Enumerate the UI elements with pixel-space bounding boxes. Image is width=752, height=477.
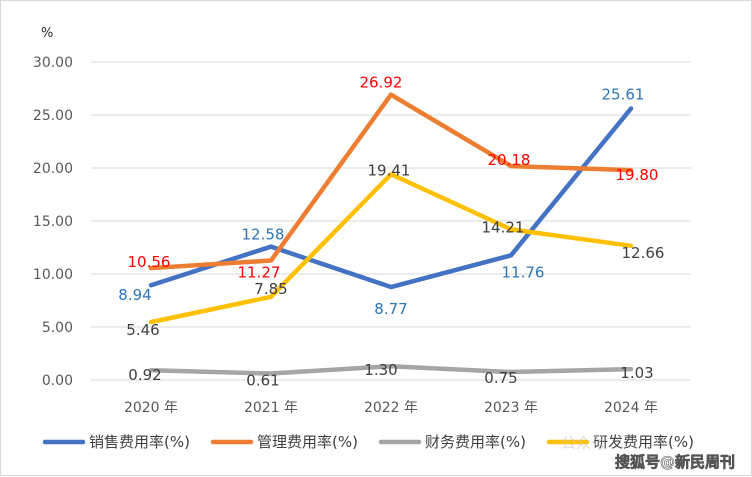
watermark: 公众号 搜狐号@新民周刊 — [561, 434, 735, 471]
data-label: 8.77 — [374, 300, 407, 318]
gridlines — [91, 61, 691, 381]
x-tick-label: 2024 年 — [604, 400, 658, 416]
x-axis-ticks: 2020 年 2021 年 2022 年 2023 年 2024 年 — [124, 400, 658, 416]
data-label: 26.92 — [360, 74, 403, 92]
legend-label: 管理费用率(%) — [257, 433, 358, 451]
data-label: 19.80 — [616, 166, 659, 184]
x-tick-label: 2023 年 — [484, 400, 538, 416]
data-label: 8.94 — [118, 286, 151, 304]
y-tick-label: 10.00 — [33, 267, 73, 283]
data-label: 0.61 — [246, 372, 279, 390]
data-label: 5.46 — [126, 321, 159, 339]
series-line-3 — [148, 172, 634, 325]
data-label: 20.18 — [488, 151, 531, 169]
legend: 销售费用率(%) 管理费用率(%) 财务费用率(%) 研发费用率(%) — [42, 433, 694, 451]
data-label: 11.27 — [238, 264, 281, 282]
y-tick-label: 30.00 — [33, 55, 73, 71]
data-label: 11.76 — [502, 263, 545, 281]
data-label: 14.21 — [482, 218, 525, 236]
data-label: 25.61 — [602, 86, 645, 104]
data-label: 1.03 — [620, 364, 653, 382]
series-lines — [148, 92, 634, 376]
y-tick-label: 15.00 — [33, 214, 73, 230]
data-label: 12.58 — [242, 226, 285, 244]
legend-label: 销售费用率(%) — [89, 433, 190, 451]
series-line-2 — [148, 363, 634, 376]
legend-label: 财务费用率(%) — [425, 433, 526, 451]
data-label: 10.56 — [128, 253, 171, 271]
data-label: 19.41 — [368, 161, 411, 179]
y-tick-label: 20.00 — [33, 161, 73, 177]
y-tick-label: 5.00 — [42, 320, 73, 336]
watermark-text: 搜狐号@新民周刊 — [615, 453, 735, 471]
watermark-faint-text: 公众号 — [561, 434, 606, 452]
y-tick-label: 25.00 — [33, 108, 73, 124]
x-tick-label: 2020 年 — [124, 400, 178, 416]
x-tick-label: 2021 年 — [244, 400, 298, 416]
y-tick-label: 0.00 — [42, 373, 73, 389]
series-line-1 — [148, 92, 634, 271]
data-label: 1.30 — [364, 361, 397, 379]
legend-label: 研发费用率(%) — [593, 433, 694, 451]
x-tick-label: 2022 年 — [364, 400, 418, 416]
data-labels: 8.94 12.58 8.77 11.76 25.61 10.56 11.27 26.92 20… — [118, 74, 664, 390]
data-label: 0.75 — [484, 369, 517, 387]
series-line-0 — [148, 106, 634, 290]
y-unit-label: % — [41, 26, 53, 41]
data-label: 7.85 — [254, 280, 287, 298]
y-axis-ticks: 0.00 5.00 10.00 15.00 20.00 25.00 30.00 — [33, 55, 73, 389]
data-label: 12.66 — [622, 244, 665, 262]
data-label: 0.92 — [128, 366, 161, 384]
